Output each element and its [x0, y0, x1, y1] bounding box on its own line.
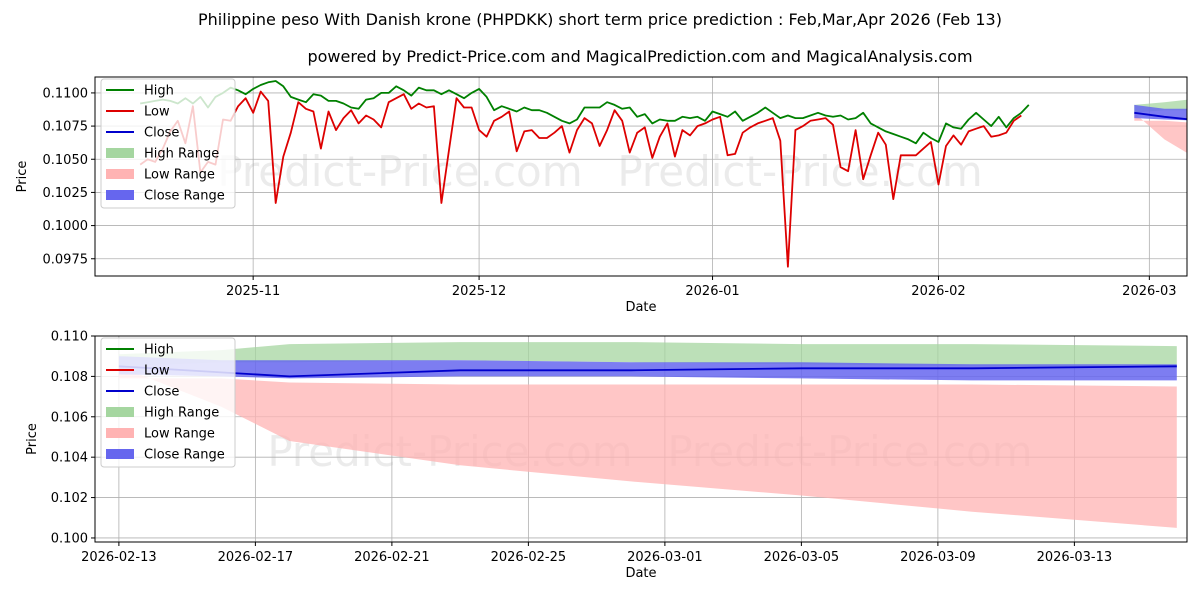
legend-label: Low Range [144, 168, 215, 183]
y-tick-label: 0.1050 [43, 153, 89, 168]
y-tick-label: 0.108 [51, 370, 88, 385]
x-tick-label: 2026-03-05 [764, 550, 840, 565]
legend-swatch-4 [106, 428, 134, 438]
legend-label: High [144, 84, 174, 99]
y-axis-label: Price [25, 423, 40, 455]
plot-area [118, 342, 1177, 528]
y-tick-label: 0.1100 [43, 86, 89, 101]
chart-subtitle: powered by Predict-Price.com and Magical… [307, 47, 972, 66]
legend-box [100, 337, 236, 468]
x-tick-label: 2026-02-17 [218, 550, 294, 565]
x-tick-label: 2026-02-13 [81, 550, 157, 565]
legend-label: High Range [144, 406, 219, 421]
y-tick-label: 0.0975 [43, 252, 89, 267]
x-tick-label: 2025-12 [452, 284, 506, 299]
x-tick-label: 2026-02-21 [354, 550, 430, 565]
close-range-band [118, 356, 1177, 381]
watermark-text: Predict-Price.com [617, 147, 982, 196]
bottom-chart-panel: Predict-Price.comPredict-Price.com0.1000… [25, 330, 1188, 581]
x-axis-label: Date [625, 300, 656, 315]
y-tick-label: 0.100 [51, 531, 88, 546]
y-tick-label: 0.1025 [43, 186, 89, 201]
legend-swatch-4 [106, 169, 134, 179]
y-tick-label: 0.110 [51, 330, 88, 345]
x-tick-label: 2026-03 [1122, 284, 1176, 299]
low-series-line [139, 90, 1022, 268]
legend-label: Low Range [144, 427, 215, 442]
legend-swatch-5 [106, 449, 134, 459]
legend-label: Close [144, 385, 179, 400]
axes-frame [94, 76, 1188, 277]
x-tick-label: 2026-03-09 [900, 550, 976, 565]
legend-box [100, 78, 236, 209]
legend-swatch-3 [106, 148, 134, 158]
low-range-band [1134, 112, 1187, 153]
legend-label: Close Range [144, 189, 225, 204]
legend: High Low Close High Range Low Range Close Ran… [100, 337, 236, 468]
close-range-band [1134, 104, 1187, 121]
chart-title: Philippine peso With Danish krone (PHPDK… [198, 10, 1002, 29]
y-tick-label: 0.1075 [43, 120, 89, 135]
y-tick-label: 0.104 [51, 451, 88, 466]
legend-label: Low [144, 364, 170, 379]
legend-label: High Range [144, 147, 219, 162]
x-tick-label: 2026-03-13 [1037, 550, 1113, 565]
legend-label: High [144, 343, 174, 358]
high-range-band [118, 342, 1177, 369]
legend-swatch-3 [106, 407, 134, 417]
legend-label: Close [144, 126, 179, 141]
high-series-line [140, 80, 1030, 145]
top-chart-panel: Predict-Price.com Predict-Price.com0.0975… [15, 76, 1188, 315]
x-tick-label: 2026-01 [685, 284, 739, 299]
y-tick-label: 0.106 [51, 410, 88, 425]
axes-frame [94, 335, 1188, 543]
y-axis-label: Price [15, 161, 30, 193]
legend-label: Close Range [144, 448, 225, 463]
legend-label: Low [144, 105, 170, 120]
legend: High Low Close High Range Low Range Close Ran… [100, 78, 236, 209]
legend-swatch-5 [106, 190, 134, 200]
x-axis-label: Date [625, 566, 656, 581]
x-tick-label: 2025-11 [226, 284, 280, 299]
low-range-band [118, 366, 1177, 528]
x-tick-label: 2026-02 [911, 284, 965, 299]
close-series-line [1134, 111, 1187, 121]
x-tick-label: 2026-03-01 [627, 550, 703, 565]
x-tick-label: 2026-02-25 [491, 550, 567, 565]
y-tick-label: 0.1000 [43, 219, 89, 234]
y-tick-label: 0.102 [51, 491, 88, 506]
plot-area [139, 80, 1187, 268]
